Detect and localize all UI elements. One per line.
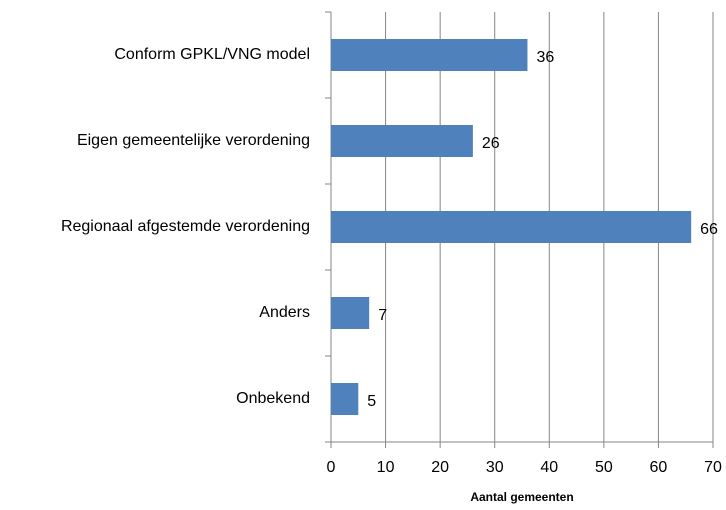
x-tick-label: 20 (431, 459, 449, 476)
data-label: 7 (378, 307, 387, 324)
y-tick-label: Anders (259, 304, 310, 321)
x-tick-label: 10 (377, 459, 395, 476)
x-tick-label: 50 (595, 459, 613, 476)
data-label: 66 (700, 221, 718, 238)
x-tick-label: 70 (704, 459, 722, 476)
y-tick-label: Onbekend (236, 390, 310, 407)
x-tick-label: 40 (540, 459, 558, 476)
bar (331, 211, 692, 243)
y-tick-label: Conform GPKL/VNG model (114, 46, 310, 63)
bar (331, 297, 370, 329)
x-tick-label: 30 (486, 459, 504, 476)
y-tick-label: Eigen gemeentelijke verordening (77, 132, 310, 149)
x-tick-label: 60 (650, 459, 668, 476)
data-label: 5 (367, 393, 376, 410)
bar (331, 125, 473, 157)
y-tick-label: Regionaal afgestemde verordening (61, 218, 310, 235)
bar (331, 39, 528, 71)
data-label: 36 (536, 49, 554, 66)
data-label: 26 (482, 135, 500, 152)
x-tick-label: 0 (327, 459, 336, 476)
x-axis-label: Aantal gemeenten (470, 490, 573, 504)
bar (331, 383, 359, 415)
